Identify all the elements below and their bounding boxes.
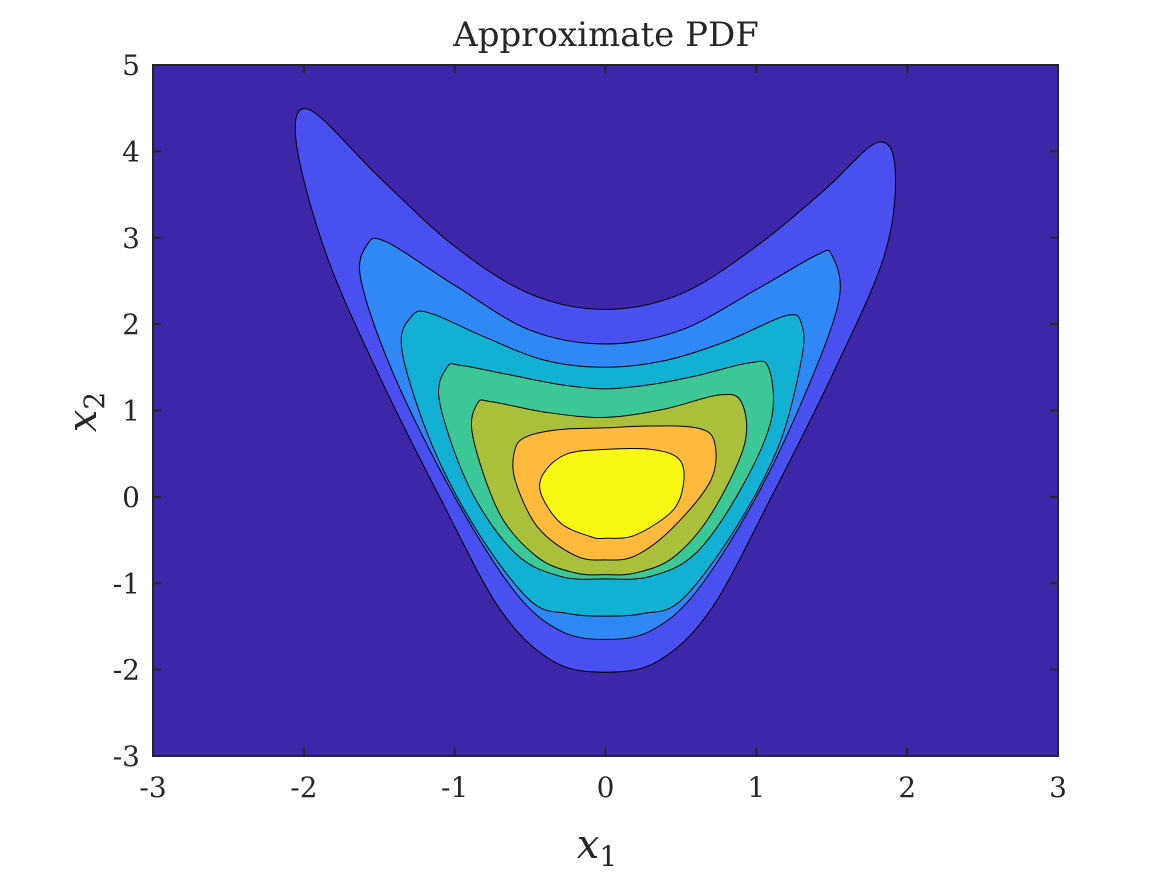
contour-levels [294, 108, 897, 673]
chart-title: Approximate PDF [452, 15, 759, 55]
y-tick-label: 2 [122, 308, 140, 341]
y-tick-label: -3 [113, 740, 140, 773]
x-axis-label-subscript: 1 [599, 840, 617, 873]
y-tick-label: 4 [122, 135, 140, 168]
y-tick-label: 0 [122, 481, 140, 514]
x-tick-label: -2 [290, 771, 317, 804]
y-tick-label: 1 [122, 395, 140, 428]
y-tick-label: -1 [113, 567, 140, 600]
x-tick-label: -1 [441, 771, 468, 804]
y-axis-label-subscript: 2 [78, 392, 111, 410]
x-axis-ticks: -3 -2 -1 0 1 2 3 [139, 65, 1067, 804]
x-tick-label: 3 [1049, 771, 1067, 804]
y-axis-label-var: x [60, 410, 106, 433]
y-axis-ticks: -3 -2 -1 0 1 2 3 4 5 [113, 49, 1058, 773]
y-axis-label: x2 [60, 392, 111, 432]
x-axis-label-var: x [577, 822, 600, 868]
y-tick-label: -2 [113, 654, 140, 687]
y-tick-label: 3 [122, 222, 140, 255]
x-axis-label: x1 [577, 822, 617, 873]
x-tick-label: -3 [139, 771, 166, 804]
contour-level-7 [539, 448, 685, 540]
x-tick-label: 0 [597, 771, 615, 804]
x-tick-label: 2 [898, 771, 916, 804]
y-tick-label: 5 [122, 49, 140, 82]
x-tick-label: 1 [747, 771, 765, 804]
